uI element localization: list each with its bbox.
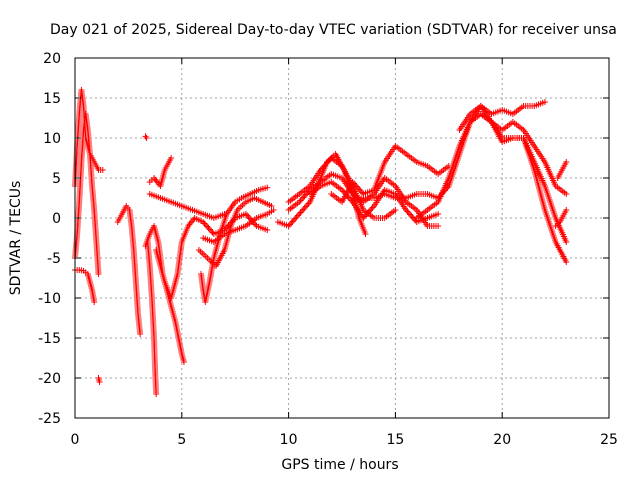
y-axis-title: SDTVAR / TECUs <box>8 181 24 296</box>
data-point <box>153 391 160 397</box>
y-tick-label: -20 <box>38 371 61 387</box>
data-point <box>392 207 399 213</box>
data-point <box>270 207 277 213</box>
data-point <box>435 211 442 217</box>
data-point <box>204 223 211 230</box>
y-tick-label: 10 <box>43 131 61 147</box>
y-tick-label: -25 <box>38 411 61 427</box>
data-point <box>205 225 212 231</box>
data-point <box>95 271 102 277</box>
series-s7 <box>144 239 160 397</box>
x-tick-label: 5 <box>177 432 186 448</box>
data-point <box>297 197 304 204</box>
data-point <box>91 299 98 305</box>
data-point <box>137 331 144 337</box>
y-tick-label: -5 <box>47 251 61 267</box>
data-point <box>268 203 275 209</box>
series-s21 <box>413 111 570 221</box>
series-s13 <box>200 207 277 245</box>
data-point <box>301 205 308 211</box>
data-point <box>362 231 369 237</box>
data-point <box>368 206 375 212</box>
data-point <box>99 167 106 173</box>
y-tick-label: 15 <box>43 91 61 107</box>
series-s25 <box>554 159 570 181</box>
data-point <box>202 222 209 228</box>
data-point <box>292 215 299 222</box>
x-tick-label: 10 <box>280 432 298 448</box>
data-point <box>405 210 412 216</box>
ticks: 0 5 10 15 20 25 -25 -20 -15 -10 -5 0 5 10 15 20 <box>38 51 618 448</box>
data-point <box>298 208 305 214</box>
data-point <box>264 227 271 233</box>
data-point <box>563 207 570 213</box>
plot-frame <box>74 57 610 419</box>
series-s24 <box>552 207 570 229</box>
series-s14 <box>195 195 275 269</box>
data-point <box>359 189 366 196</box>
data-point <box>180 359 187 365</box>
series-s12 <box>198 184 271 305</box>
series-s23 <box>477 111 570 265</box>
data-point <box>298 196 305 202</box>
series-s3 <box>72 267 98 305</box>
x-tick-label: 15 <box>386 432 404 448</box>
y-tick-label: -15 <box>38 331 61 347</box>
series-s19 <box>328 143 452 205</box>
data-point <box>264 184 271 191</box>
data-point <box>563 191 570 197</box>
data-point <box>296 211 303 217</box>
data-point <box>209 229 216 236</box>
data-point <box>297 209 304 216</box>
series-s2 <box>72 111 102 277</box>
y-tick-label: 20 <box>43 51 61 67</box>
x-tick-label: 0 <box>71 432 80 448</box>
data-point <box>206 226 213 233</box>
data-point <box>168 155 175 161</box>
y-tick-label: 5 <box>52 171 61 187</box>
data-point <box>304 202 311 208</box>
data-point <box>96 379 103 385</box>
x-axis-title: GPS time / hours <box>281 457 398 473</box>
series-s6 <box>142 133 150 141</box>
data-points <box>72 87 570 397</box>
series-s9 <box>146 155 175 189</box>
x-tick-label: 25 <box>600 432 618 448</box>
data-point <box>300 206 307 213</box>
data-point <box>563 159 570 165</box>
data-point <box>302 203 309 210</box>
series-s4 <box>95 375 103 385</box>
x-tick-label: 20 <box>493 432 511 448</box>
chart-title: Day 021 of 2025, Sidereal Day-to-day VTE… <box>50 22 617 38</box>
data-point <box>143 135 150 141</box>
data-point <box>407 211 414 218</box>
series-s22 <box>456 99 548 133</box>
data-point <box>563 259 570 265</box>
series-s17 <box>285 171 442 229</box>
series-s5 <box>114 203 144 337</box>
y-tick-label: 0 <box>52 211 61 227</box>
data-point <box>293 214 300 220</box>
data-point <box>408 213 415 219</box>
series-s11 <box>153 211 271 301</box>
data-point <box>563 239 570 245</box>
data-point <box>435 223 442 229</box>
y-tick-label: -10 <box>38 291 61 307</box>
data-point <box>541 99 548 105</box>
series-s16 <box>285 155 399 221</box>
data-point <box>289 218 296 225</box>
series-s10 <box>146 191 228 221</box>
data-point <box>286 221 293 228</box>
